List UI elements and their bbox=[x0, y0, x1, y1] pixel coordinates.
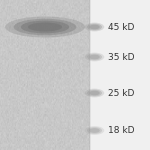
Ellipse shape bbox=[85, 89, 104, 97]
Ellipse shape bbox=[85, 23, 104, 31]
Text: 25 kD: 25 kD bbox=[108, 88, 134, 98]
Ellipse shape bbox=[5, 16, 85, 38]
Ellipse shape bbox=[14, 19, 76, 35]
Ellipse shape bbox=[85, 53, 104, 61]
Ellipse shape bbox=[89, 91, 100, 95]
Ellipse shape bbox=[87, 90, 102, 96]
FancyBboxPatch shape bbox=[90, 0, 150, 150]
Ellipse shape bbox=[85, 126, 104, 135]
Ellipse shape bbox=[28, 22, 62, 32]
FancyBboxPatch shape bbox=[0, 0, 90, 150]
Ellipse shape bbox=[87, 24, 102, 30]
Text: 18 kD: 18 kD bbox=[108, 126, 135, 135]
Text: 45 kD: 45 kD bbox=[108, 22, 134, 32]
Ellipse shape bbox=[21, 21, 69, 33]
Ellipse shape bbox=[89, 25, 100, 29]
Ellipse shape bbox=[89, 55, 100, 59]
Ellipse shape bbox=[87, 127, 102, 134]
Text: 35 kD: 35 kD bbox=[108, 52, 135, 62]
Ellipse shape bbox=[89, 128, 100, 133]
Ellipse shape bbox=[87, 54, 102, 60]
